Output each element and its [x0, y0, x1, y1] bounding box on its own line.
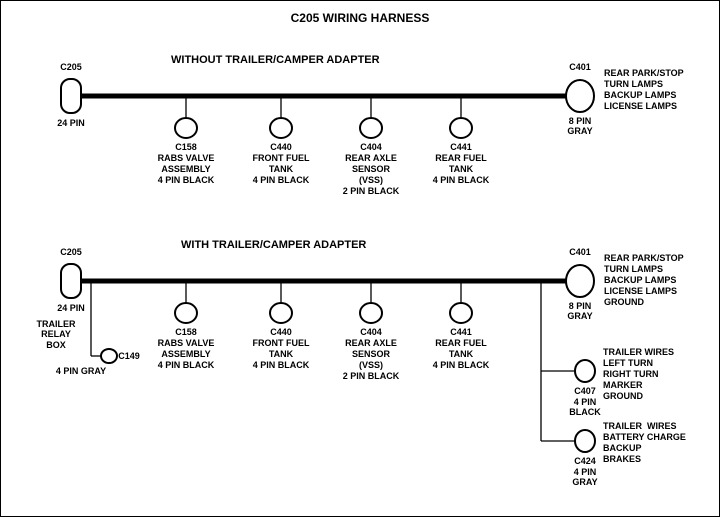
bc-d1: BATTERY CHARGE [603, 432, 720, 442]
conn-C205-280: C205 [51, 247, 91, 257]
pins-C401-95: 8 PIN GRAY [558, 116, 602, 137]
drop-280-3-1: REAR FUEL [421, 338, 501, 348]
drop-280-3-3: 4 PIN BLACK [421, 360, 501, 370]
drop-280-1-1: FRONT FUEL [241, 338, 321, 348]
rdesc-280-1: TURN LAMPS [604, 264, 714, 274]
drop-280-2-3: (VSS) [331, 360, 411, 370]
bc-d0: TRAILER WIRES [603, 421, 720, 431]
rdesc-280-3: LICENSE LAMPS [604, 286, 714, 296]
drop-95-0-3: 4 PIN BLACK [146, 175, 226, 185]
drop-280-3-0: C441 [421, 327, 501, 337]
bb-d1: LEFT TURN [603, 358, 713, 368]
bb-pins: 4 PIN BLACK [563, 397, 607, 418]
drop-95-3-0: C441 [421, 142, 501, 152]
rdesc-95-3: LICENSE LAMPS [604, 101, 714, 111]
drop-280-2-4: 2 PIN BLACK [331, 371, 411, 381]
rdesc-280-2: BACKUP LAMPS [604, 275, 714, 285]
drop-95-0-2: ASSEMBLY [146, 164, 226, 174]
pins-C205-280: 24 PIN [49, 303, 93, 313]
drop-280-1-3: 4 PIN BLACK [241, 360, 321, 370]
drop-280-0-1: RABS VALVE [146, 338, 226, 348]
drop-95-3-3: 4 PIN BLACK [421, 175, 501, 185]
drop-95-1-2: TANK [241, 164, 321, 174]
drop-280-0-3: 4 PIN BLACK [146, 360, 226, 370]
bb-d0: TRAILER WIRES [603, 347, 713, 357]
drop-95-3-1: REAR FUEL [421, 153, 501, 163]
relay-label: TRAILER RELAY BOX [26, 319, 86, 350]
drop-280-0-0: C158 [146, 327, 226, 337]
bb-id: C407 [565, 386, 605, 396]
drop-280-1-0: C440 [241, 327, 321, 337]
drop-95-1-3: 4 PIN BLACK [241, 175, 321, 185]
bb-d4: GROUND [603, 391, 713, 401]
drop-95-2-3: (VSS) [331, 175, 411, 185]
relay-id: C149 [109, 351, 149, 361]
drop-95-2-0: C404 [331, 142, 411, 152]
drop-95-2-4: 2 PIN BLACK [331, 186, 411, 196]
drop-95-1-0: C440 [241, 142, 321, 152]
bc-d2: BACKUP [603, 443, 720, 453]
drop-95-0-0: C158 [146, 142, 226, 152]
rdesc-95-1: TURN LAMPS [604, 79, 714, 89]
conn-C401-95: C401 [560, 62, 600, 72]
rdesc-280-0: REAR PARK/STOP [604, 253, 714, 263]
conn-C205-95: C205 [51, 62, 91, 72]
diagram-container: C205 WIRING HARNESS WITHOUT TRAILER/CAMP… [0, 0, 720, 517]
rdesc-95-0: REAR PARK/STOP [604, 68, 714, 78]
pins-C401-280: 8 PIN GRAY [558, 301, 602, 322]
rdesc-280-4: GROUND [604, 297, 714, 307]
drop-95-2-1: REAR AXLE [331, 153, 411, 163]
drop-280-2-2: SENSOR [331, 349, 411, 359]
drop-280-2-1: REAR AXLE [331, 338, 411, 348]
drop-280-2-0: C404 [331, 327, 411, 337]
bc-d3: BRAKES [603, 454, 720, 464]
drop-280-1-2: TANK [241, 349, 321, 359]
bc-pins: 4 PIN GRAY [563, 467, 607, 488]
subtitle-b: WITH TRAILER/CAMPER ADAPTER [181, 239, 366, 251]
bb-d3: MARKER [603, 380, 713, 390]
drop-95-0-1: RABS VALVE [146, 153, 226, 163]
drop-95-3-2: TANK [421, 164, 501, 174]
bb-d2: RIGHT TURN [603, 369, 713, 379]
drop-280-3-2: TANK [421, 349, 501, 359]
drop-95-1-1: FRONT FUEL [241, 153, 321, 163]
conn-C401-280: C401 [560, 247, 600, 257]
drop-95-2-2: SENSOR [331, 164, 411, 174]
bc-id: C424 [565, 456, 605, 466]
relay-pins: 4 PIN GRAY [46, 366, 116, 376]
pins-C205-95: 24 PIN [49, 118, 93, 128]
main-title: C205 WIRING HARNESS [1, 11, 719, 25]
drop-280-0-2: ASSEMBLY [146, 349, 226, 359]
rdesc-95-2: BACKUP LAMPS [604, 90, 714, 100]
subtitle-a: WITHOUT TRAILER/CAMPER ADAPTER [171, 54, 380, 66]
